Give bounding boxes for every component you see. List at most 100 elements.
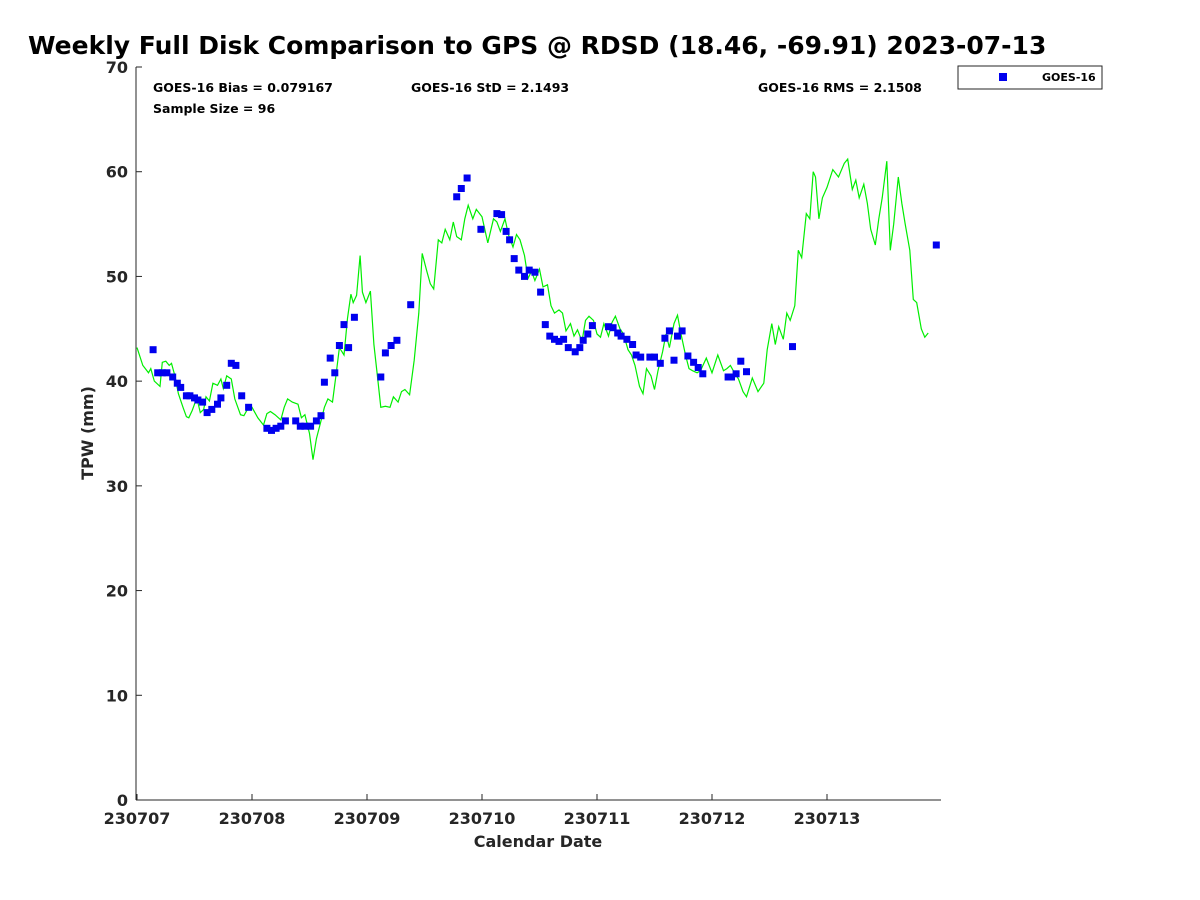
goes16-data-point (541, 321, 549, 329)
x-tick-label: 230708 (219, 809, 286, 828)
goes16-data-point (301, 422, 309, 430)
goes16-data-point (609, 324, 617, 332)
goes16-data-point (555, 337, 563, 345)
rms-stat: GOES-16 RMS = 2.1508 (758, 80, 922, 95)
goes16-data-point (272, 424, 280, 432)
goes16-data-point (227, 359, 235, 367)
goes16-data-point (387, 342, 395, 349)
goes16-data-point (564, 344, 572, 352)
goes16-data-point (350, 313, 358, 321)
goes16-data-point (546, 332, 554, 340)
goes16-data-point (531, 268, 539, 276)
goes16-data-point (381, 349, 389, 357)
goes16-data-point (169, 373, 177, 381)
goes16-data-point (617, 332, 625, 340)
bias-stat: GOES-16 Bias = 0.079167 (153, 80, 333, 95)
goes16-data-point (789, 343, 796, 351)
plot-axes (135, 67, 941, 801)
y-axis-label: TPW (mm) (78, 386, 97, 480)
goes16-data-point (263, 424, 271, 432)
legend-label-goes16: GOES-16 (1042, 71, 1096, 84)
goes16-data-point (932, 241, 940, 249)
goes16-data-point (537, 288, 545, 296)
x-tick-label: 230712 (679, 809, 746, 828)
goes16-data-point (158, 369, 166, 377)
goes16-data-point (737, 357, 745, 365)
goes16-data-point (699, 370, 707, 378)
goes16-data-point (588, 322, 596, 330)
goes16-data-point (525, 266, 533, 274)
std-stat: GOES-16 StD = 2.1493 (411, 80, 569, 95)
y-tick-label: 40 (106, 372, 128, 391)
goes16-data-point (154, 369, 162, 377)
goes16-data-point (163, 369, 171, 377)
goes16-data-point (326, 354, 334, 362)
goes16-data-point (661, 334, 669, 342)
goes16-data-point (217, 394, 225, 402)
goes16-data-point (576, 344, 584, 352)
goes16-data-point (317, 412, 325, 420)
goes16-data-point (728, 373, 735, 381)
goes16-data-point (690, 358, 698, 366)
goes16-data-point (579, 336, 587, 344)
goes16-data-point (335, 342, 343, 349)
goes16-data-point (268, 426, 275, 434)
goes16-data-point (506, 236, 514, 244)
goes16-data-point (208, 405, 216, 413)
goes16-data-point (637, 353, 645, 361)
y-tick-label: 20 (106, 582, 128, 601)
goes16-data-point (493, 210, 501, 218)
legend: GOES-16 (957, 65, 1103, 90)
goes16-data-point (393, 336, 401, 344)
goes16-data-point (646, 353, 654, 361)
goes16-data-point (605, 323, 612, 331)
goes16-data-point (477, 225, 485, 233)
goes16-data-point (377, 373, 385, 381)
goes16-data-point (651, 353, 658, 361)
goes16-data-point (678, 327, 686, 335)
goes16-data-point (281, 417, 289, 425)
goes16-data-point (560, 335, 568, 343)
goes16-data-point (296, 422, 304, 430)
goes16-data-point (515, 266, 523, 274)
x-tick-label: 230711 (564, 809, 631, 828)
y-tick-label: 0 (117, 791, 128, 810)
x-axis-ticks: 230707 230708 230709 230710 230711 230712 2307… (104, 794, 861, 828)
goes16-data-point (345, 344, 353, 352)
goes16-data-point (732, 370, 740, 378)
goes16-data-point (665, 327, 673, 335)
goes16-data-point (232, 361, 240, 369)
goes16-data-point (238, 392, 246, 400)
goes16-data-point (245, 403, 253, 411)
goes16-data-point (194, 396, 202, 404)
goes16-data-point (177, 383, 185, 391)
y-tick-label: 50 (106, 267, 128, 286)
goes16-data-point (521, 272, 528, 280)
goes16-series-points (149, 174, 940, 434)
goes16-data-point (629, 341, 637, 348)
goes16-data-point (584, 330, 592, 338)
y-tick-label: 60 (106, 163, 128, 182)
y-tick-label: 70 (106, 58, 128, 77)
goes16-data-point (312, 417, 320, 425)
goes16-data-point (674, 332, 681, 340)
sample-size-stat: Sample Size = 96 (153, 101, 275, 116)
legend-box (957, 65, 1103, 90)
x-tick-label: 230713 (794, 809, 861, 828)
legend-marker-goes16 (999, 73, 1007, 81)
goes16-data-point (277, 422, 285, 430)
goes16-data-point (173, 379, 181, 387)
x-axis-label: Calendar Date (474, 832, 603, 851)
x-tick-label: 230709 (334, 809, 401, 828)
goes16-data-point (223, 381, 231, 389)
goes16-data-point (551, 335, 558, 343)
y-axis-ticks: 0 10 20 30 40 50 60 70 (106, 58, 142, 810)
y-tick-label: 10 (106, 686, 128, 705)
goes16-data-point (498, 211, 506, 219)
x-tick-label: 230710 (449, 809, 516, 828)
x-tick-label: 230707 (104, 809, 171, 828)
goes16-data-point (320, 378, 328, 386)
goes16-data-point (340, 321, 348, 329)
goes16-data-point (457, 185, 465, 192)
